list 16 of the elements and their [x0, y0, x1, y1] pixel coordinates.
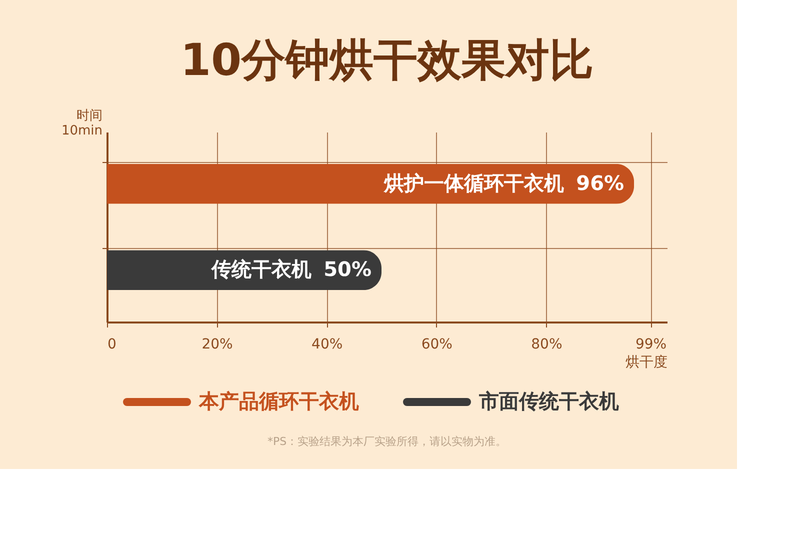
y-axis-title: 时间 10min [61, 108, 102, 138]
legend-label: 本产品循环干衣机 [198, 389, 359, 413]
x-tick-label: 60% [421, 336, 452, 352]
y-tick-label: 传统干衣机 [210, 257, 312, 282]
x-tick-label: 99% [635, 336, 667, 352]
x-tick-label: 20% [202, 336, 233, 352]
x-tick-label: 80% [531, 336, 562, 352]
legend-label: 市面传统干衣机 [478, 389, 619, 413]
x-tick-label: 0 [108, 336, 116, 352]
x-tick-label: 40% [312, 336, 343, 352]
text: *PS：实验结果为本厂实验所得，请以实物为准。 [267, 435, 507, 448]
data-label: 50% [324, 257, 372, 282]
y-tick-label: 烘护一体循环干衣机 [383, 170, 564, 195]
data-label: 96% [576, 170, 624, 195]
chart-title: 10分钟烘干效果对比 [180, 35, 594, 86]
x-axis-title: 烘干度 [626, 354, 668, 370]
